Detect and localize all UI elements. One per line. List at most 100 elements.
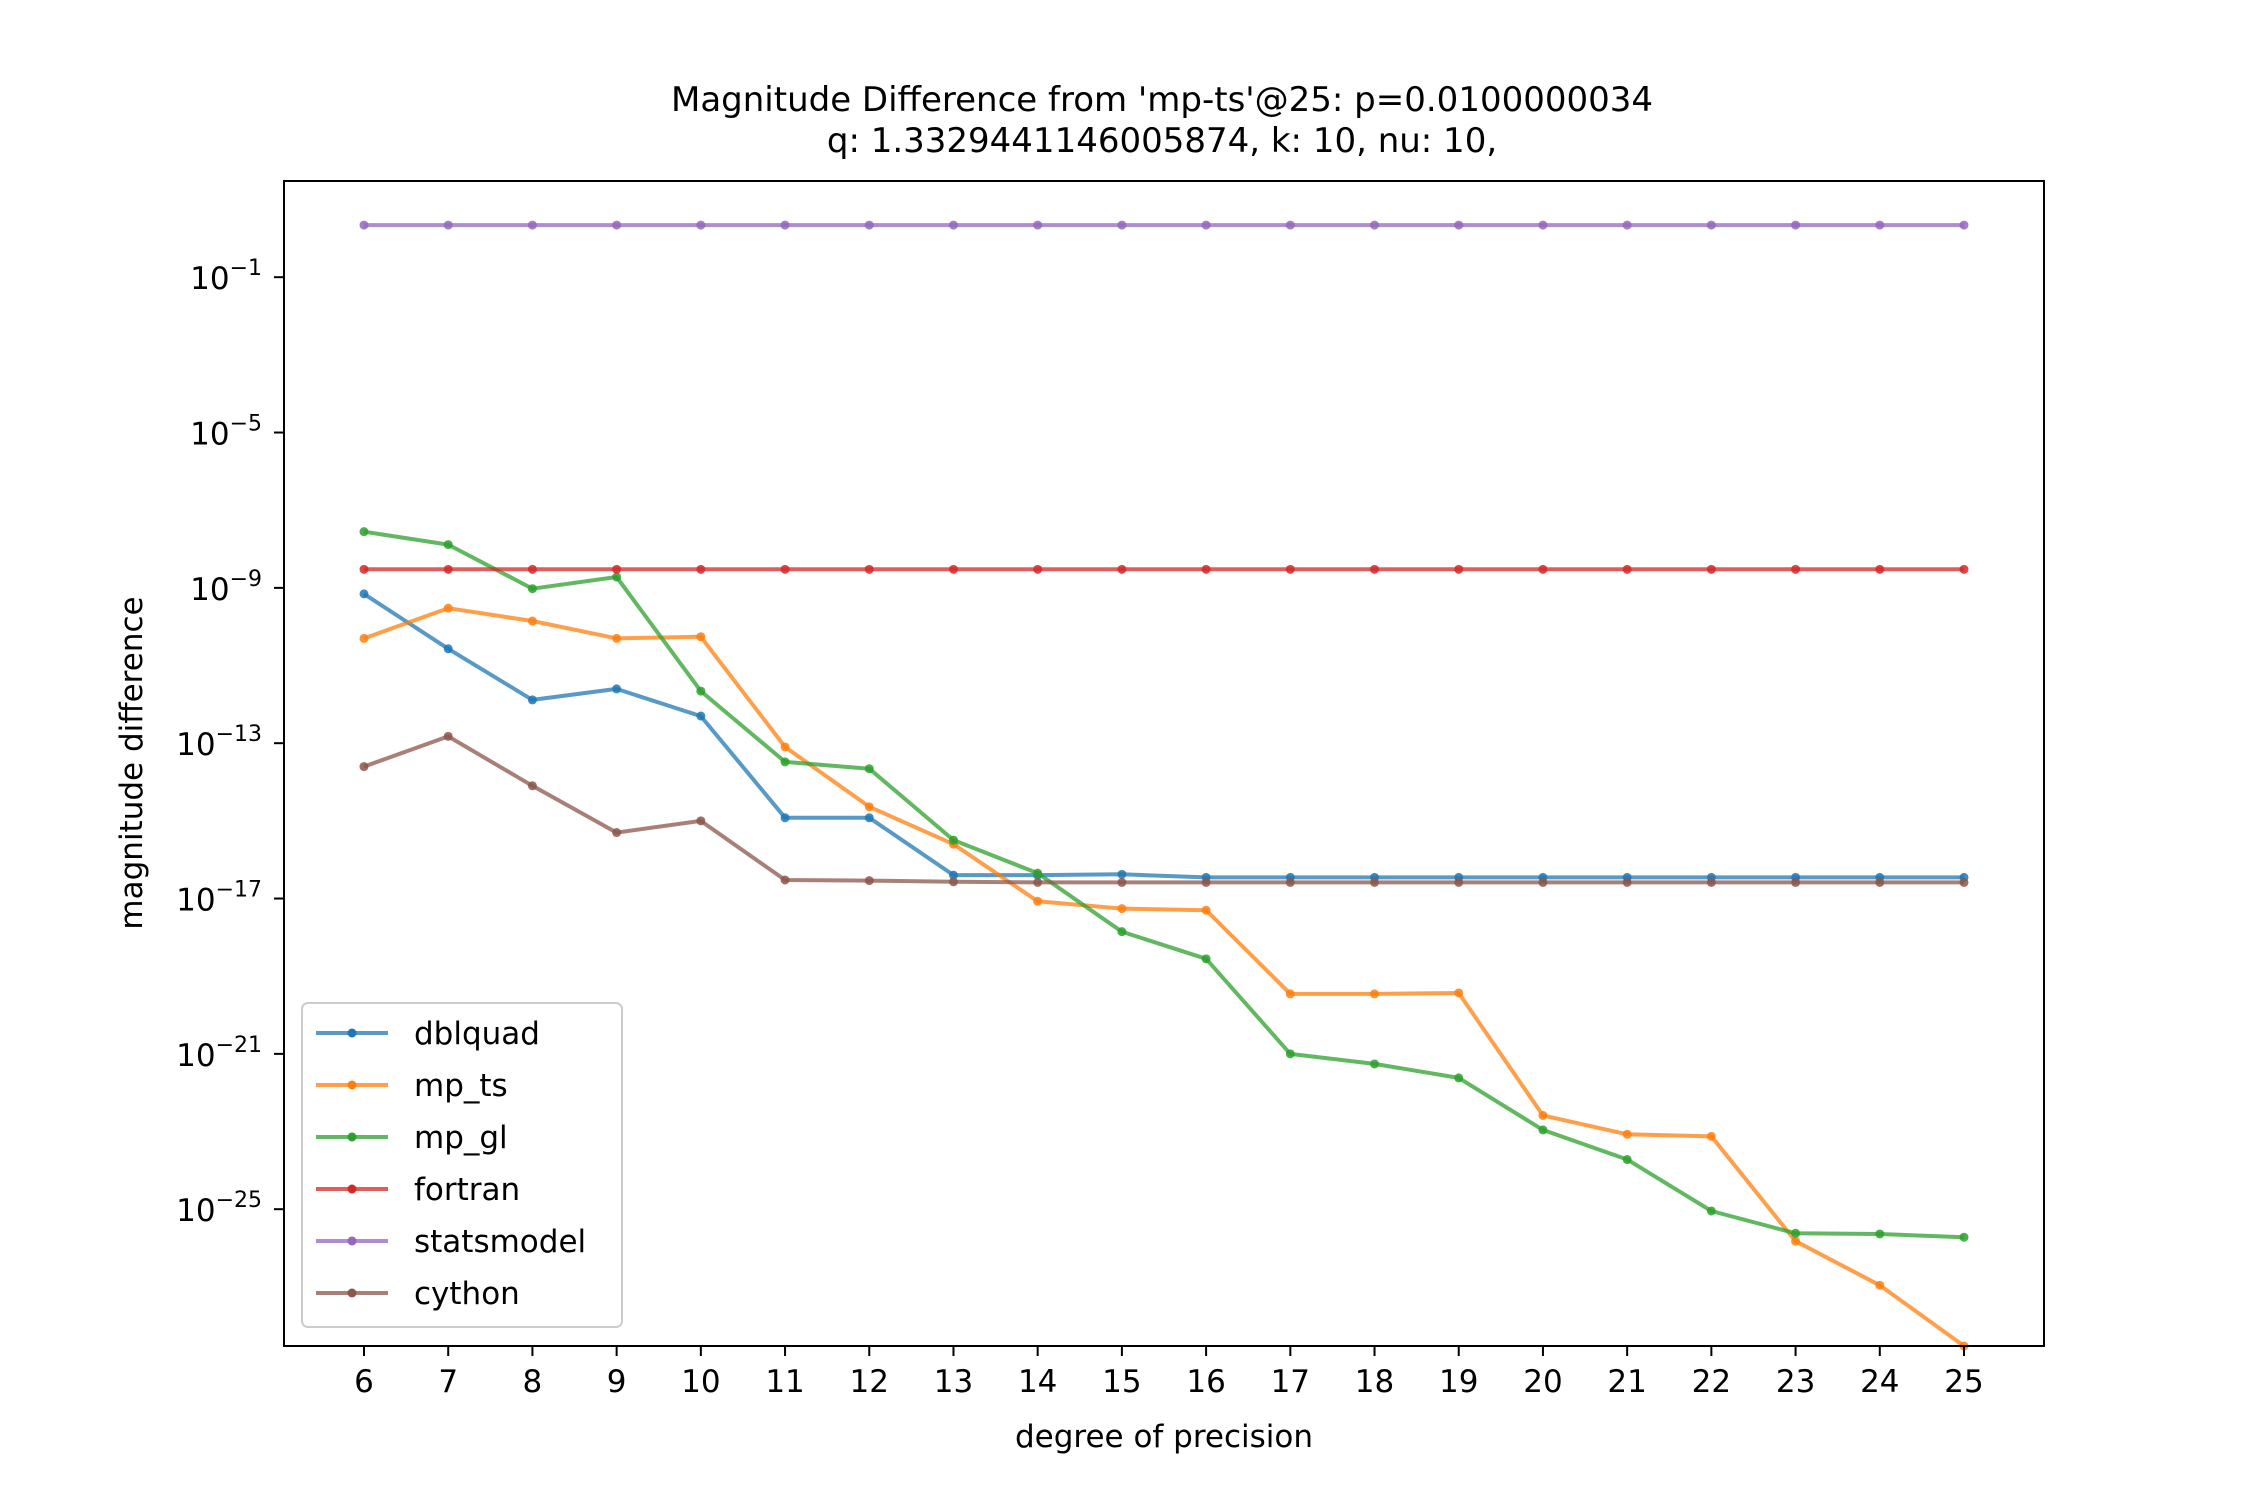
series-line	[363, 529, 1965, 1240]
series-point	[1622, 564, 1632, 574]
plot-frame	[283, 180, 2045, 1347]
legend-marker	[347, 1184, 357, 1194]
legend-item: mp_ts	[316, 1068, 508, 1104]
y-axis-label: magnitude difference	[114, 596, 150, 929]
series-point	[1285, 220, 1295, 230]
legend-item: dblquad	[316, 1016, 540, 1052]
x-tick-label: 8	[523, 1364, 543, 1400]
series-point	[443, 644, 453, 654]
series-point	[612, 684, 622, 694]
series-point	[1201, 905, 1211, 915]
legend-marker	[347, 1236, 357, 1246]
x-tick-label: 11	[765, 1364, 804, 1400]
series-point	[1959, 564, 1969, 574]
series-line	[363, 734, 1964, 885]
series-point	[1201, 877, 1211, 887]
series-line	[363, 606, 1966, 1348]
series-point	[864, 764, 874, 774]
series-point	[780, 757, 790, 767]
legend-marker	[347, 1132, 357, 1142]
series-point	[359, 564, 369, 574]
series-point	[696, 686, 706, 696]
x-tick-label: 20	[1523, 1364, 1562, 1400]
y-tick-label: 10−9	[190, 567, 262, 608]
series-point	[612, 572, 622, 582]
x-tick-label: 14	[1018, 1364, 1057, 1400]
series-point	[359, 527, 369, 537]
series-point	[443, 220, 453, 230]
series-point	[527, 220, 537, 230]
series-point	[780, 742, 790, 752]
series-point	[1706, 220, 1716, 230]
x-tick-label: 13	[934, 1364, 973, 1400]
series-point	[359, 589, 369, 599]
x-axis-label: degree of precision	[1015, 1419, 1313, 1455]
series-point	[696, 564, 706, 574]
series-dblquad	[359, 589, 1969, 882]
series-point	[443, 603, 453, 613]
y-tick-label: 10−5	[190, 412, 262, 453]
series-fortran	[359, 564, 1969, 574]
legend-item: fortran	[316, 1172, 520, 1208]
series-point	[1370, 1059, 1380, 1069]
series-point	[527, 695, 537, 705]
series-point	[1875, 220, 1885, 230]
series-point	[1370, 220, 1380, 230]
series-point	[1285, 989, 1295, 999]
series-point	[1622, 220, 1632, 230]
series-point	[1033, 564, 1043, 574]
y-tick-label: 10−1	[190, 256, 262, 297]
series-point	[948, 877, 958, 887]
series-point	[1791, 1236, 1801, 1246]
series-point	[527, 584, 537, 594]
series-point	[443, 564, 453, 574]
series-point	[780, 564, 790, 574]
series-point	[527, 564, 537, 574]
series-point	[1285, 877, 1295, 887]
x-tick-label: 25	[1944, 1364, 1983, 1400]
series-statsmodel	[359, 220, 1969, 230]
series-point	[1117, 869, 1127, 879]
x-tick-label: 23	[1776, 1364, 1815, 1400]
series-point	[1791, 877, 1801, 887]
y-tick-label: 10−21	[176, 1033, 262, 1074]
series-point	[864, 220, 874, 230]
series-point	[864, 813, 874, 823]
legend-marker	[347, 1080, 357, 1090]
x-tick-label: 12	[850, 1364, 889, 1400]
legend-marker	[347, 1288, 357, 1298]
chart-title-line1: Magnitude Difference from 'mp-ts'@25: p=…	[671, 80, 1653, 120]
plot-area	[359, 220, 1969, 1351]
legend-marker	[347, 1028, 357, 1038]
y-tick-label: 10−17	[176, 878, 262, 919]
series-point	[1706, 877, 1716, 887]
legend-label: mp_ts	[414, 1068, 508, 1104]
series-point	[1791, 564, 1801, 574]
chart-title-line2: q: 1.3329441146005874, k: 10, nu: 10,	[827, 121, 1497, 161]
series-point	[1622, 877, 1632, 887]
series-point	[1201, 564, 1211, 574]
series-point	[948, 835, 958, 845]
series-point	[864, 876, 874, 886]
y-axis: 10−1 10−5 10−9 10−13 10−17 10−21 10−25	[176, 256, 284, 1229]
series-point	[1622, 1129, 1632, 1139]
series-point	[864, 564, 874, 574]
series-point	[1201, 220, 1211, 230]
series-point	[1538, 877, 1548, 887]
series-mp-gl	[359, 527, 1969, 1242]
series-cython	[359, 731, 1969, 887]
series-point	[948, 870, 958, 880]
series-point	[696, 220, 706, 230]
series-point	[1117, 564, 1127, 574]
legend-label: fortran	[414, 1172, 520, 1208]
series-point	[1538, 1125, 1548, 1135]
legend-item: mp_gl	[316, 1120, 508, 1156]
y-tick-label: 10−13	[176, 722, 262, 763]
series-point	[612, 564, 622, 574]
series-point	[1370, 877, 1380, 887]
x-tick-label: 22	[1692, 1364, 1731, 1400]
series-point	[1201, 954, 1211, 964]
series-point	[612, 220, 622, 230]
